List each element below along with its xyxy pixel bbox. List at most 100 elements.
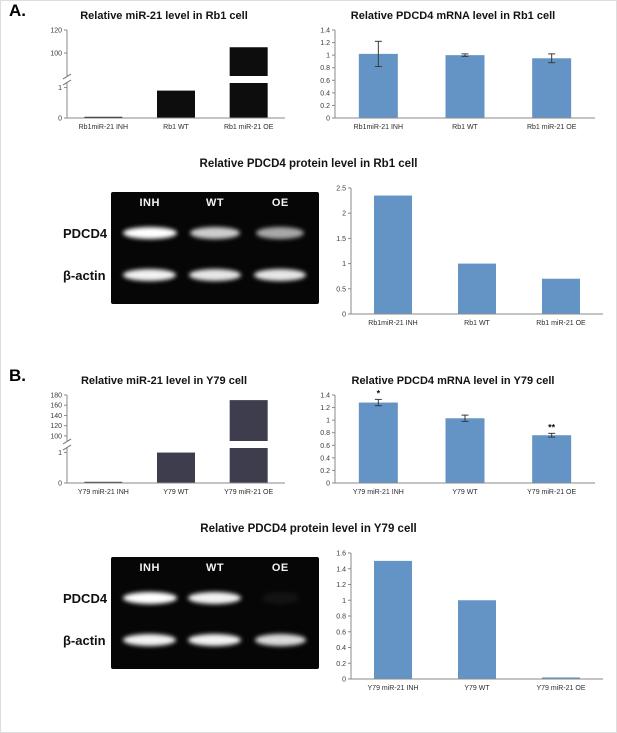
svg-text:1.4: 1.4: [336, 566, 346, 573]
panel-b-charts-row: Relative miR-21 level in Y79 cell 0 1 100 1…: [1, 374, 616, 501]
blot-lane-labels: INH WT OE: [117, 559, 313, 577]
protein-band: [122, 227, 177, 239]
blot-row-label-bactin: β-actin: [63, 632, 106, 648]
svg-text:100: 100: [50, 51, 62, 58]
blot-lane: [117, 577, 182, 619]
svg-text:2.5: 2.5: [336, 186, 346, 193]
blot-lane: [182, 254, 247, 296]
bar-plot-mrna-rb1: 0 0.2 0.4 0.6 0.8 1 1.2 1.4 Rb1miR-21 INH Rb1 WT R…: [303, 24, 603, 136]
section-title-protein-rb1: Relative PDCD4 protein level in Rb1 cell: [199, 158, 418, 170]
lane-label-oe: OE: [271, 197, 289, 209]
svg-text:0: 0: [342, 312, 346, 319]
svg-text:0.2: 0.2: [320, 103, 330, 110]
svg-text:Y79 WT: Y79 WT: [452, 489, 478, 496]
lane-label-inh: INH: [139, 562, 160, 574]
svg-text:1: 1: [342, 261, 346, 268]
panel-label-b: B.: [9, 366, 26, 385]
blot-lane: [182, 577, 247, 619]
chart-title: Relative miR-21 level in Y79 cell: [80, 375, 248, 387]
svg-text:0.8: 0.8: [336, 614, 346, 621]
blot-row-label-bactin: β-actin: [63, 267, 106, 283]
blot-lane: [117, 254, 182, 296]
svg-text:0: 0: [326, 116, 330, 123]
svg-text:0.2: 0.2: [336, 661, 346, 668]
svg-text:2: 2: [342, 211, 346, 218]
svg-text:0.6: 0.6: [320, 78, 330, 85]
panel-b: B. Relative miR-21 level in Y79 cell 0 1 1…: [1, 366, 616, 697]
svg-text:0: 0: [58, 116, 62, 123]
protein-band: [123, 634, 177, 646]
svg-text:0.6: 0.6: [336, 629, 346, 636]
protein-band: [188, 634, 242, 646]
chart-mrna-rb1: Relative PDCD4 mRNA level in Rb1 cell 0 0…: [303, 9, 603, 136]
chart-protein-y79: 0 0.2 0.4 0.6 0.8 1 1.2 1.4 1.6 Y79 miR-21 INH Y79…: [319, 547, 611, 697]
chart-title: Relative PDCD4 mRNA level in Rb1 cell: [350, 10, 556, 22]
svg-text:Rb1 WT: Rb1 WT: [452, 124, 478, 131]
svg-text:1.6: 1.6: [336, 551, 346, 558]
section-title-protein-y79: Relative PDCD4 protein level in Y79 cell: [200, 523, 417, 535]
panel-label-a: A.: [9, 1, 26, 20]
svg-text:Rb1 miR-21 OE: Rb1 miR-21 OE: [527, 124, 577, 131]
protein-band: [188, 269, 241, 281]
protein-band: [261, 592, 299, 604]
bar-plot-mrna-y79: 0 0.2 0.4 0.6 0.8 1 1.2 1.4 * ** Y79 miR-21 INH Y79…: [303, 388, 603, 501]
band-row-bactin: [117, 254, 313, 296]
svg-text:0: 0: [326, 481, 330, 488]
protein-band: [123, 269, 177, 281]
svg-text:Y79 WT: Y79 WT: [464, 685, 490, 692]
chart-protein-rb1: 0 0.5 1 1.5 2 2.5 Rb1miR-21 INH Rb1 WT Rb1 miR-2…: [319, 182, 611, 332]
svg-text:0.2: 0.2: [320, 468, 330, 475]
blot-row-label-pdcd4: PDCD4: [63, 225, 108, 241]
svg-text:Y79 WT: Y79 WT: [163, 489, 189, 496]
svg-text:160: 160: [50, 403, 62, 410]
svg-text:Y79 miR-21 OE: Y79 miR-21 OE: [224, 489, 273, 496]
blot-lane: [248, 254, 313, 296]
lane-label-wt: WT: [205, 197, 225, 209]
bar-plot-protein-y79: 0 0.2 0.4 0.6 0.8 1 1.2 1.4 1.6 Y79 miR-21 INH Y79…: [319, 547, 611, 697]
svg-text:1.2: 1.2: [336, 582, 346, 589]
panel-a-blot-row: PDCD4 β-actin INH WT OE 0 0.5 1 1.5 2 2.5 Rb1m…: [1, 182, 616, 332]
blot-lane: [248, 619, 313, 661]
svg-text:120: 120: [50, 423, 62, 430]
svg-text:1.5: 1.5: [336, 236, 346, 243]
lane-label-oe: OE: [271, 562, 289, 574]
svg-text:120: 120: [50, 28, 62, 35]
protein-band: [122, 592, 177, 604]
svg-text:0.5: 0.5: [336, 286, 346, 293]
blot-row-labels: PDCD4 β-actin: [63, 192, 111, 304]
blot-lane: [248, 577, 313, 619]
svg-text:0.6: 0.6: [320, 443, 330, 450]
western-blot-y79: PDCD4 β-actin INH WT OE: [63, 557, 319, 669]
svg-text:0.8: 0.8: [320, 430, 330, 437]
svg-text:Rb1miR-21 INH: Rb1miR-21 INH: [368, 320, 417, 327]
svg-text:1.4: 1.4: [320, 28, 330, 35]
svg-text:1.2: 1.2: [320, 405, 330, 412]
svg-text:0: 0: [58, 481, 62, 488]
blot-lane: [248, 212, 313, 254]
blot-lane-labels: INH WT OE: [117, 194, 313, 212]
blot-row-labels: PDCD4 β-actin: [63, 557, 111, 669]
svg-text:**: **: [548, 422, 556, 432]
panel-b-blot-row: PDCD4 β-actin INH WT OE 0 0.2 0.4 0.6 0.8 1 1.…: [1, 547, 616, 697]
blot-image: INH WT OE: [111, 557, 319, 669]
blot-row-label-pdcd4: PDCD4: [63, 590, 108, 606]
chart-title: Relative PDCD4 mRNA level in Y79 cell: [351, 375, 555, 387]
svg-text:0.8: 0.8: [320, 65, 330, 72]
svg-text:0.4: 0.4: [320, 90, 330, 97]
panel-a: A. Relative miR-21 level in Rb1 cell 0 1 1…: [1, 1, 616, 332]
lane-label-wt: WT: [205, 562, 225, 574]
svg-text:Y79 miR-21 INH: Y79 miR-21 INH: [368, 685, 419, 692]
svg-text:Rb1 miR-21 OE: Rb1 miR-21 OE: [536, 320, 586, 327]
svg-text:Rb1miR-21 INH: Rb1miR-21 INH: [79, 124, 128, 131]
bar-plot-mir21-y79: 0 1 100 120 140 160 180 Y79 miR-21 INH Y79 WT Y79…: [35, 389, 293, 501]
chart-mir21-rb1: Relative miR-21 level in Rb1 cell 0 1 100 1…: [35, 9, 293, 136]
svg-text:1: 1: [326, 418, 330, 425]
svg-text:0.4: 0.4: [336, 645, 346, 652]
svg-text:100: 100: [50, 433, 62, 440]
blot-lane: [117, 212, 182, 254]
svg-text:180: 180: [50, 393, 62, 400]
chart-mir21-y79: Relative miR-21 level in Y79 cell 0 1 100 1…: [35, 374, 293, 501]
protein-band: [254, 269, 307, 281]
svg-text:1.2: 1.2: [320, 40, 330, 47]
